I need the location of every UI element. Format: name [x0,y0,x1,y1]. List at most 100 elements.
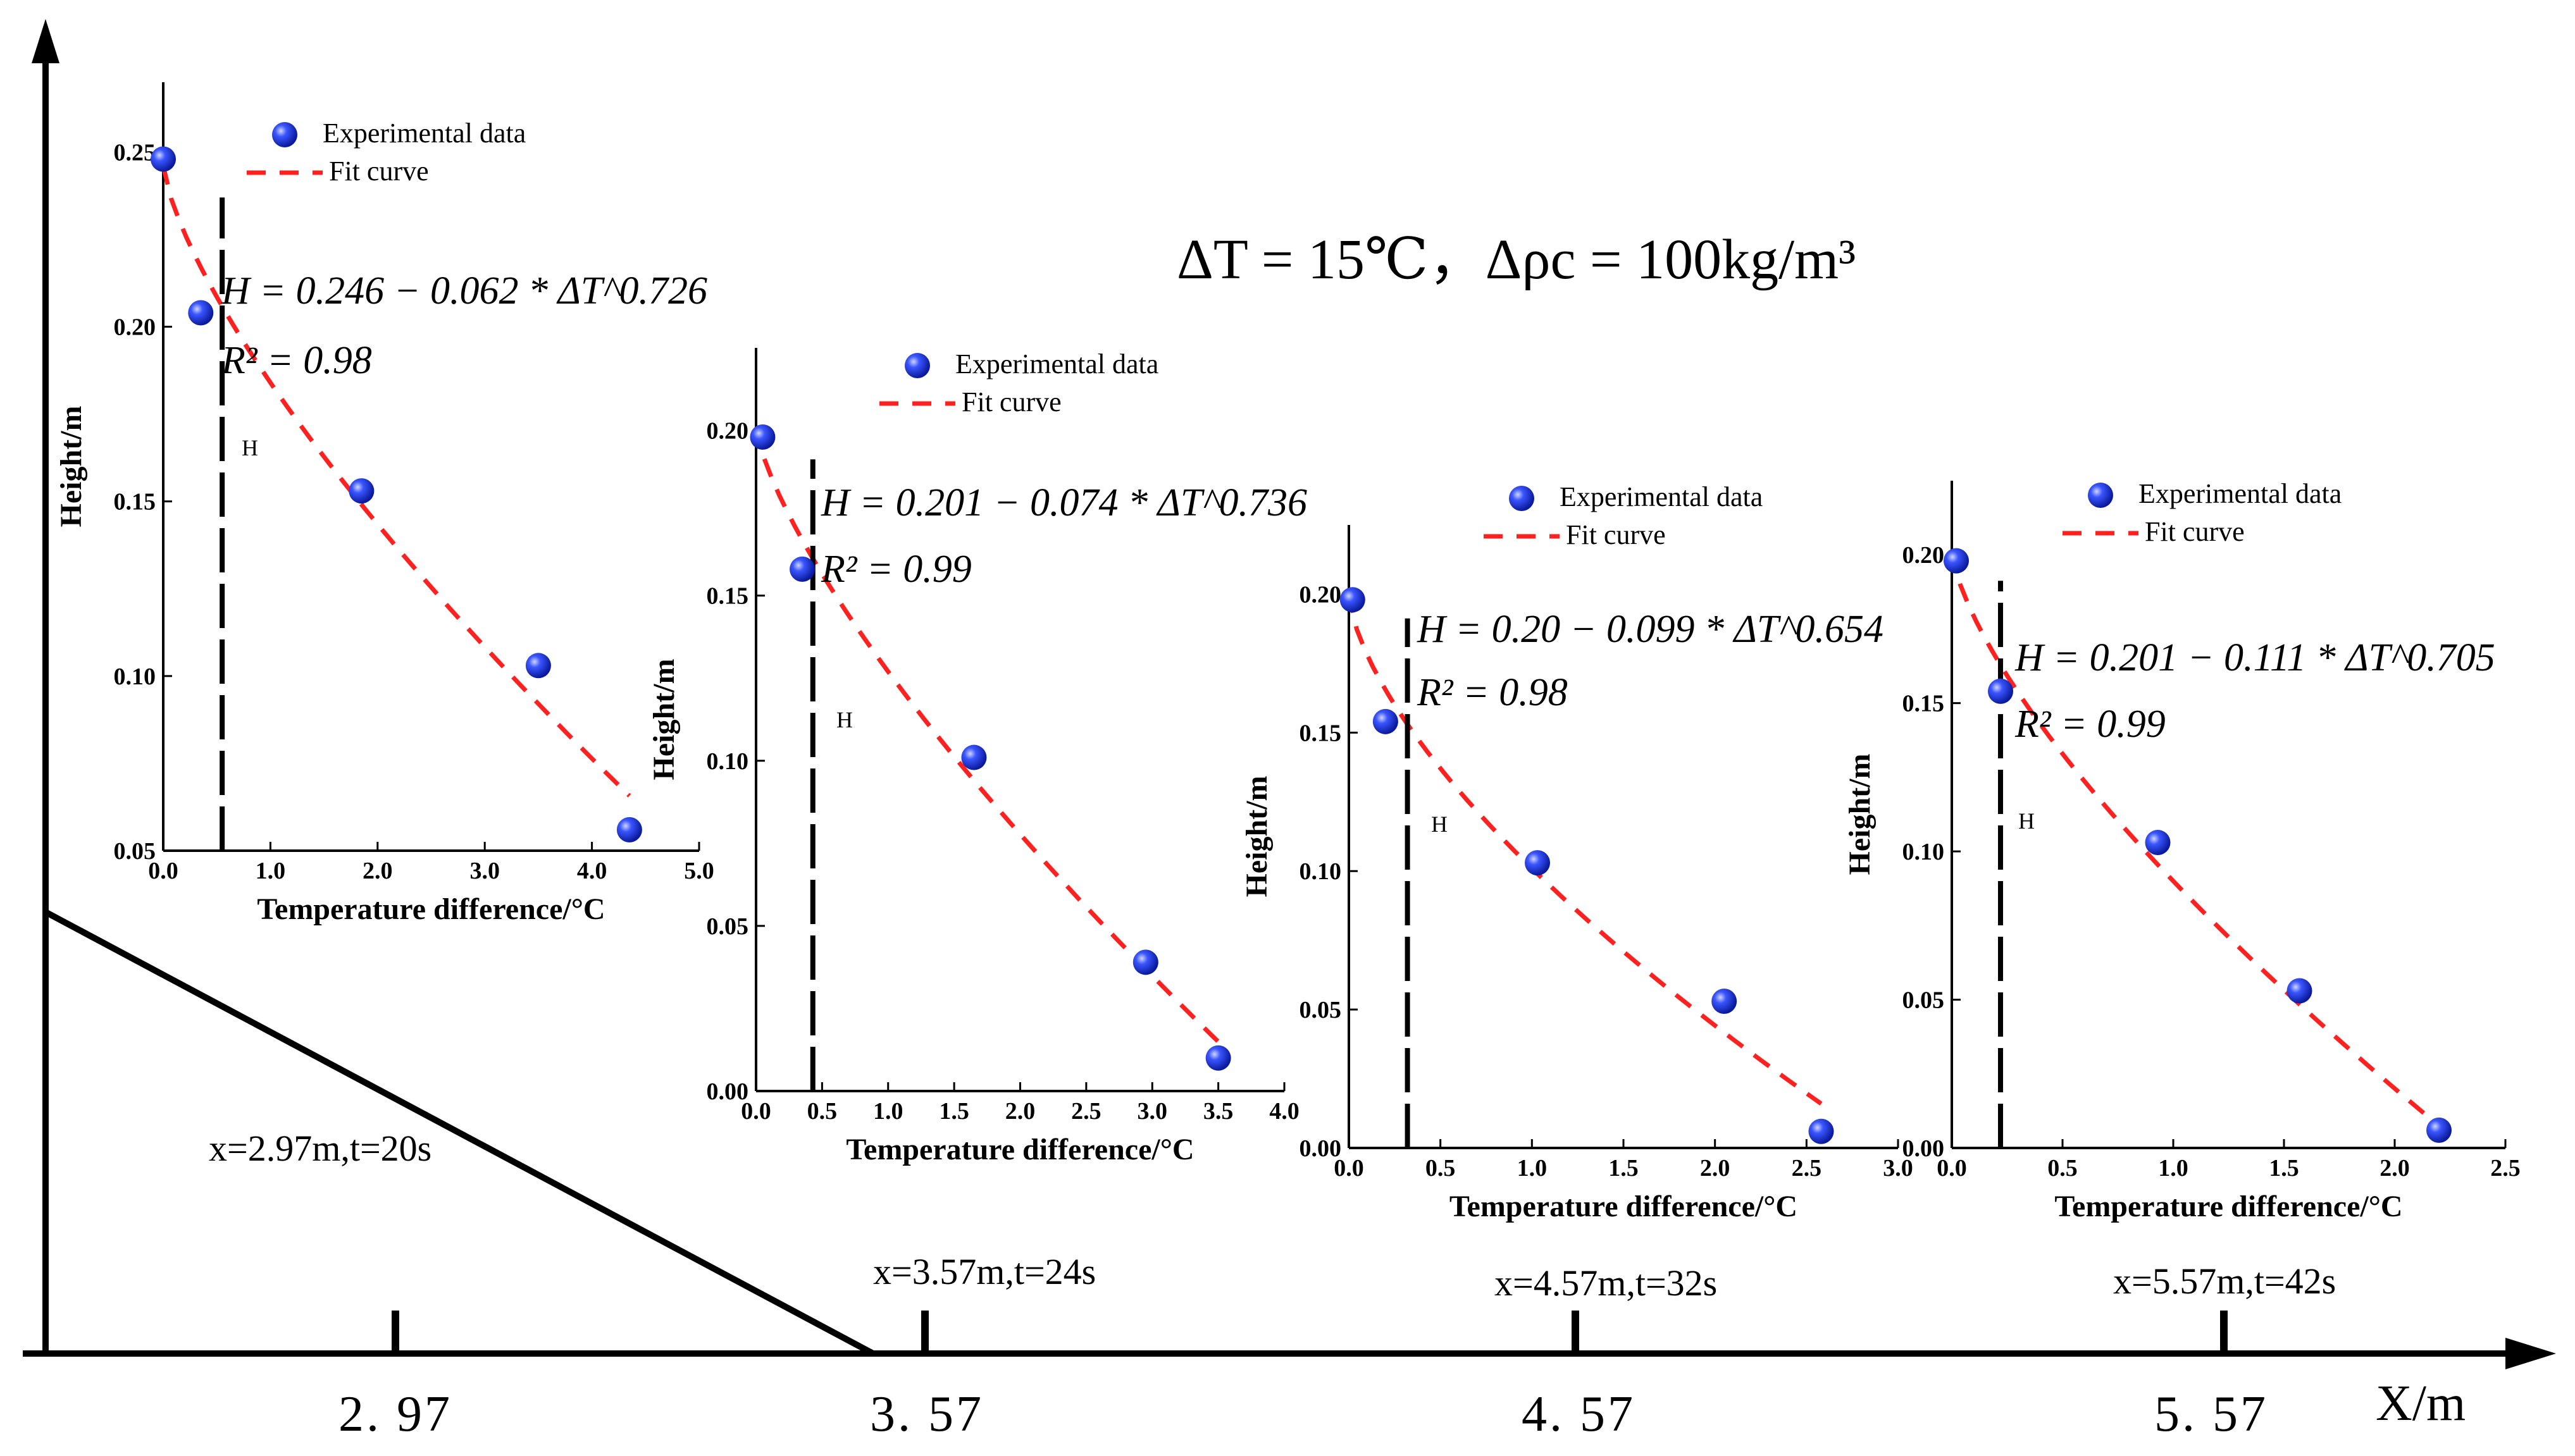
legend-fit-label: Fit curve [2145,516,2245,547]
y-tick-label: 0.05 [114,838,156,865]
legend-point-label: Experimental data [323,118,526,149]
x-tick-label: 1.5 [939,1098,969,1125]
fit-equation: H = 0.20 − 0.099 * ΔT^0.654 [1417,608,1883,651]
data-point [525,653,551,679]
subcharts: 0.0 1.0 2.0 3.0 4.0 5.0 0.05 0.10 0.15 0.20 0.25 Te… [54,82,2521,1304]
legend-fit-label: Fit curve [962,386,1062,417]
fit-r-squared: R² = 0.99 [2014,703,2166,746]
legend-point-swatch [2088,483,2113,508]
x-tick-label: 0.5 [2047,1155,2078,1181]
header-title: ΔT = 15℃，Δρc = 100kg/m³ [1177,228,1856,291]
data-point [1944,548,1969,574]
x-tick-label: 1.0 [2158,1155,2188,1181]
legend-point-swatch [1509,486,1534,511]
h-marker-label: H [1431,811,1448,837]
main-x-tick-label: 4. 57 [1522,1386,1635,1442]
x-tick-label: 1.0 [873,1098,903,1125]
legend-point-swatch [905,353,930,378]
data-point [1711,988,1737,1014]
data-point [790,556,816,582]
location-label: x=3.57m,t=24s [873,1251,1096,1292]
fit-curve [1346,593,1823,1106]
y-tick-label: 0.00 [1300,1135,1342,1162]
x-axis-title: Temperature difference/°C [1449,1190,1797,1223]
x-axis-title: Temperature difference/°C [257,892,605,926]
fit-r-squared: R² = 0.98 [221,339,372,382]
subchart-2: 0.0 0.5 1.0 1.5 2.0 2.5 3.0 3.5 4.0 0.00 0.05 0.10 0… [647,348,1307,1292]
data-point [1372,708,1398,734]
legend-fit-label: Fit curve [329,156,429,187]
fit-curve [161,165,631,798]
y-tick-label: 0.20 [707,418,749,445]
y-axis-title: Height/m [1843,754,1877,875]
data-point [349,478,375,504]
y-tick-label: 0.15 [114,489,156,515]
y-tick-label: 0.05 [1300,997,1342,1023]
x-tick-label: 0.0 [1334,1155,1364,1181]
x-tick-label: 2.5 [2490,1155,2521,1181]
y-tick-label: 0.10 [114,663,156,690]
y-tick-label: 0.20 [114,314,156,341]
fit-equation: H = 0.246 − 0.062 * ΔT^0.726 [221,269,707,312]
x-tick-label: 3.0 [469,858,500,884]
x-tick-label: 2.0 [1005,1098,1036,1125]
y-tick-label: 0.15 [707,583,749,610]
data-point [1339,587,1365,613]
x-tick-label: 5.0 [684,858,714,884]
main-x-arrow [2505,1338,2556,1369]
fit-equation: H = 0.201 − 0.111 * ΔT^0.705 [2014,636,2495,679]
data-point [1808,1118,1834,1144]
main-x-tick-label: 2. 97 [338,1386,452,1442]
location-label: x=4.57m,t=32s [1494,1262,1717,1304]
x-tick-label: 2.5 [1071,1098,1101,1125]
data-point [750,424,776,450]
fit-r-squared: R² = 0.98 [1417,671,1568,714]
data-point [1525,850,1551,876]
location-label: x=5.57m,t=42s [2113,1261,2336,1302]
legend-fit-label: Fit curve [1566,519,1666,550]
h-marker-label: H [2018,808,2035,834]
x-tick-label: 2.0 [1700,1155,1730,1181]
x-tick-label: 0.0 [741,1098,771,1125]
y-tick-label: 0.00 [707,1078,749,1105]
legend-point-label: Experimental data [1560,481,1763,512]
main-y-arrow [32,19,59,63]
x-tick-label: 0.5 [1425,1155,1456,1181]
y-tick-label: 0.05 [707,913,749,940]
x-tick-label: 1.5 [2269,1155,2299,1181]
main-x-ticks: 2. 97 3. 57 4. 57 5. 57 [338,1311,2266,1442]
y-tick-label: 0.20 [1902,542,1945,569]
fit-r-squared: R² = 0.99 [821,548,972,591]
x-axis-title: Temperature difference/°C [2054,1190,2402,1223]
x-tick-label: 4.0 [1269,1098,1300,1125]
y-tick-label: 0.10 [1902,839,1945,865]
data-point [2145,830,2171,856]
y-tick-label: 0.25 [114,139,156,166]
y-axis-title: Height/m [647,659,681,780]
data-point [188,300,214,326]
y-axis-title: Height/m [54,406,88,527]
x-tick-label: 2.0 [2380,1155,2410,1181]
x-tick-label: 2.5 [1792,1155,1822,1181]
x-tick-label: 0.0 [148,858,178,884]
y-axis-title: Height/m [1240,776,1274,898]
x-tick-label: 3.5 [1203,1098,1234,1125]
y-tick-label: 0.05 [1902,987,1945,1014]
y-tick-label: 0.20 [1300,581,1342,608]
data-point [616,817,642,842]
subchart-4: 0.0 0.5 1.0 1.5 2.0 2.5 0.00 0.05 0.10 0.15 0.20 Te… [1843,478,2521,1302]
y-tick-label: 0.10 [707,748,749,775]
subchart-3: 0.0 0.5 1.0 1.5 2.0 2.5 3.0 0.00 0.05 0.10 0.15 0.2… [1240,481,1913,1304]
data-point [151,146,176,172]
h-marker-label: H [242,435,258,460]
x-tick-label: 3.0 [1138,1098,1168,1125]
y-tick-label: 0.15 [1300,720,1342,746]
x-tick-label: 0.5 [807,1098,838,1125]
data-point [1988,678,2013,704]
x-tick-label: 2.0 [363,858,393,884]
main-x-tick-label: 3. 57 [870,1386,984,1442]
subchart-1: 0.0 1.0 2.0 3.0 4.0 5.0 0.05 0.10 0.15 0.20 0.25 Te… [54,82,714,1169]
fit-curve [1949,551,2441,1128]
data-point [961,744,987,770]
